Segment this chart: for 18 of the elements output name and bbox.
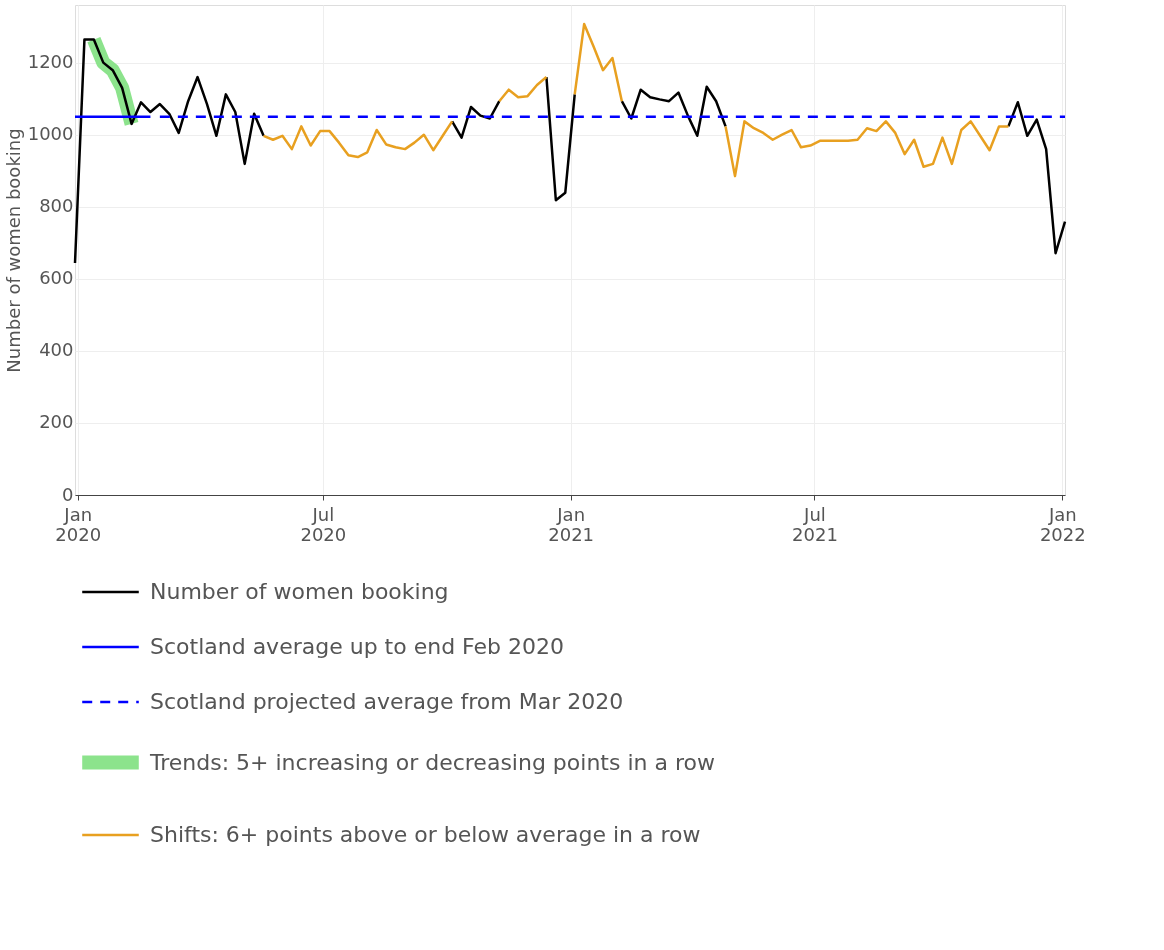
y-axis-title: Number of women booking — [2, 128, 24, 373]
y-tick-label: 800 — [39, 195, 74, 217]
legend-label: Scotland average up to end Feb 2020 — [150, 634, 565, 659]
y-tick-label: 1200 — [27, 51, 74, 73]
y-tick-label: 400 — [39, 339, 74, 361]
legend-label: Trends: 5+ increasing or decreasing points in a row — [149, 749, 715, 775]
y-tick-label: 1000 — [27, 123, 74, 145]
y-tick-label: 0 — [62, 483, 74, 505]
x-tick-label: Jul 2021 — [792, 503, 838, 545]
x-tick-label: Jan 2020 — [55, 503, 102, 545]
x-tick-label: Jan 2022 — [1039, 503, 1086, 545]
x-tick-label: Jul 2020 — [300, 503, 347, 545]
legend-label: Shifts: 6+ points above or below average in a row — [150, 822, 701, 847]
legend-label: Number of women booking — [150, 579, 449, 604]
x-tick-label: Jan 2021 — [548, 503, 595, 545]
y-tick-label: 200 — [39, 411, 74, 433]
y-tick-label: 600 — [39, 267, 74, 289]
legend-label: Scotland projected average from Mar 2020 — [150, 689, 624, 714]
